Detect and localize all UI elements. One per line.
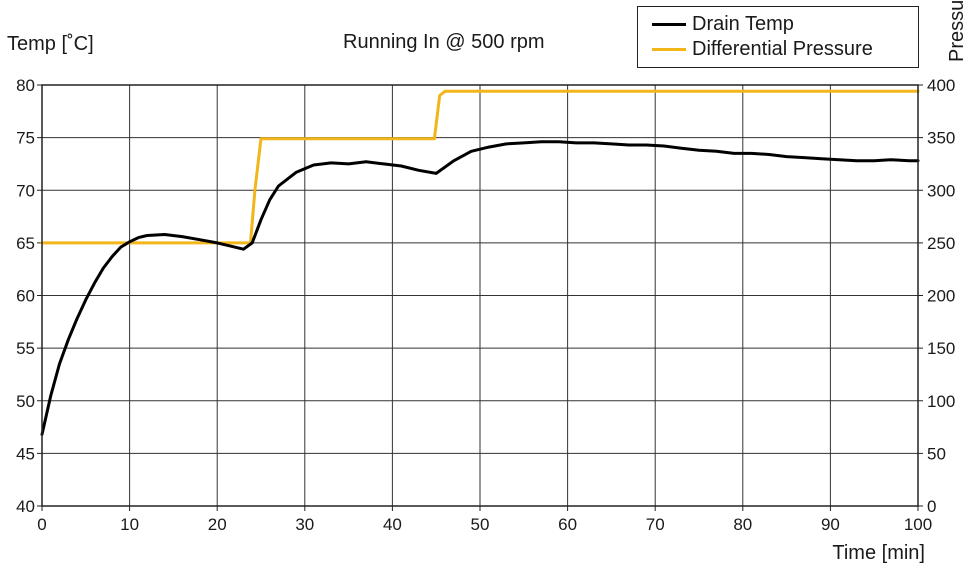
x-tick-label: 70 (646, 515, 665, 534)
series-line-differential-pressure (40, 89, 920, 245)
y-tick-label: 55 (16, 339, 35, 358)
legend-label-differential-pressure: Differential Pressure (692, 37, 873, 60)
series-line-drain-temp (40, 140, 920, 436)
x-tick-label: 40 (383, 515, 402, 534)
y2-tick-label: 0 (927, 497, 936, 516)
x-tick-label: 30 (295, 515, 314, 534)
y-tick-label: 70 (16, 181, 35, 200)
y-tick-label: 45 (16, 444, 35, 463)
x-tick-label: 80 (733, 515, 752, 534)
y-tick-label: 50 (16, 392, 35, 411)
y2-tick-label: 350 (927, 129, 955, 148)
series-layer (40, 89, 920, 436)
y2-tick-label: 200 (927, 287, 955, 306)
y-tick-label: 80 (16, 76, 35, 95)
x-tick-label: 20 (208, 515, 227, 534)
legend-item-differential-pressure: Differential Pressure (652, 37, 873, 61)
grid (37, 84, 923, 511)
x-tick-label: 10 (120, 515, 139, 534)
x-tick-label: 60 (558, 515, 577, 534)
tick-labels: 0 10 20 30 40 50 60 70 80 90 100 40 45 50 55 60 65 70 75 80… (16, 76, 955, 534)
y2-tick-label: 300 (927, 181, 955, 200)
y-tick-label: 40 (16, 497, 35, 516)
x-tick-label: 90 (821, 515, 840, 534)
plot-frame (41, 84, 919, 507)
y-tick-label: 60 (16, 287, 35, 306)
x-axis-label: Time [min] (832, 542, 925, 564)
legend-item-drain-temp: Drain Temp (652, 12, 794, 36)
y-tick-label: 65 (16, 234, 35, 253)
legend-label-drain-temp: Drain Temp (692, 12, 794, 35)
y2-tick-label: 100 (927, 392, 955, 411)
legend-swatch-drain-temp (652, 22, 686, 26)
x-tick-label: 100 (904, 515, 932, 534)
y2-tick-label: 150 (927, 339, 955, 358)
legend-swatch-differential-pressure (652, 47, 686, 51)
y2-tick-label: 250 (927, 234, 955, 253)
x-tick-label: 0 (37, 515, 46, 534)
y-tick-label: 75 (16, 129, 35, 148)
y2-tick-label: 400 (927, 76, 955, 95)
x-tick-label: 50 (471, 515, 490, 534)
y2-tick-label: 50 (927, 444, 946, 463)
chart-title: Running In @ 500 rpm (343, 31, 545, 53)
y-axis-left-label: Temp [˚C] (7, 33, 94, 55)
legend: Drain Temp Differential Pressure (637, 6, 919, 68)
